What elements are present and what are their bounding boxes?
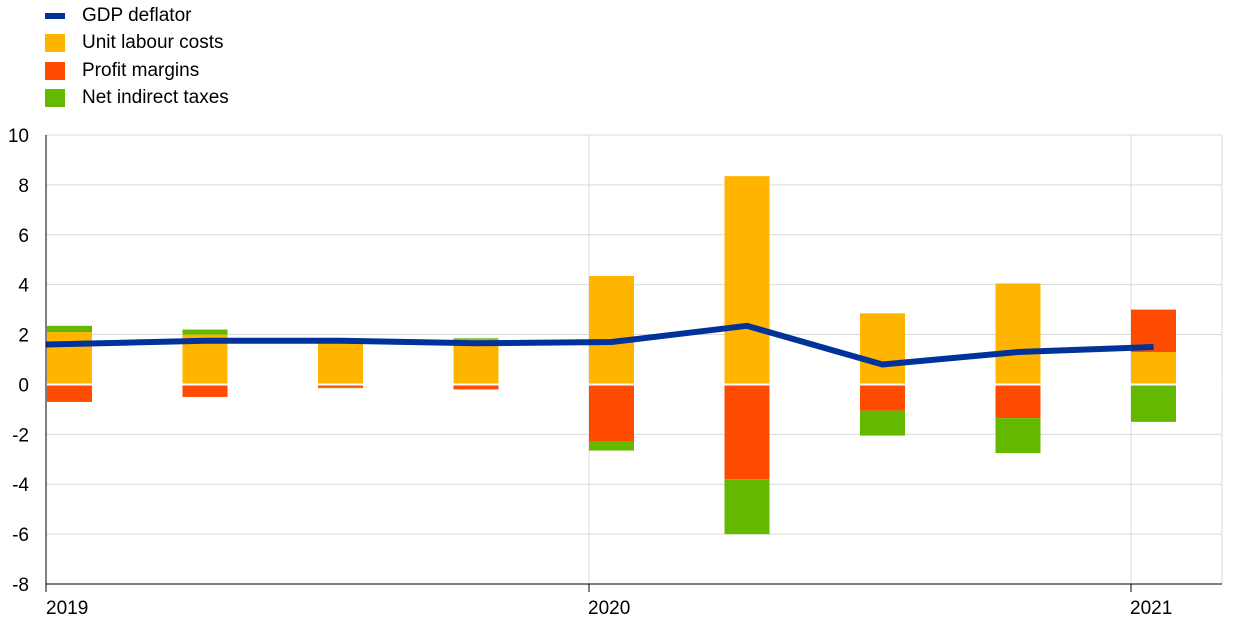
bar-net-indirect-taxes (724, 479, 770, 535)
y-tick-label: -4 (12, 475, 29, 496)
bar-profit-margins (318, 384, 363, 387)
legend-label-profit-margins: Profit margins (82, 59, 200, 81)
bar-series (47, 176, 1176, 535)
bar-unit-labour-costs (47, 332, 92, 385)
y-tick-label: 6 (18, 226, 29, 247)
legend-label-net-indirect-taxes: Net indirect taxes (82, 87, 229, 109)
bar-profit-margins (47, 384, 92, 402)
legend-label-gdp-deflator: GDP deflator (82, 4, 192, 26)
bar-unit-labour-costs (318, 339, 363, 385)
line-series (45, 322, 1154, 368)
y-tick-label: -6 (12, 525, 29, 546)
bar-net-indirect-taxes (995, 418, 1041, 454)
x-tick-labels: 2019 2020 2021 (46, 598, 1172, 619)
legend-label-unit-labour-costs: Unit labour costs (82, 32, 224, 54)
legend-item-unit-labour-costs: Unit labour costs (45, 30, 229, 58)
legend-swatch-net-indirect-taxes (45, 89, 65, 108)
bar-unit-labour-costs (589, 275, 634, 385)
y-tick-labels: 10 8 6 4 2 0 -2 -4 -6 -8 (8, 126, 30, 596)
bar-profit-margins (589, 384, 634, 442)
y-tick-label: -8 (12, 575, 29, 596)
legend-item-profit-margins: Profit margins (45, 57, 229, 85)
bar-profit-margins (860, 384, 905, 411)
y-tick-label: 2 (18, 326, 29, 347)
x-tick-label: 2019 (46, 598, 88, 619)
y-tick-label: 0 (18, 375, 29, 396)
bar-unit-labour-costs (724, 176, 770, 385)
bar-net-indirect-taxes (318, 386, 363, 389)
x-tick-label: 2020 (588, 598, 630, 619)
legend-item-net-indirect-taxes: Net indirect taxes (45, 85, 229, 113)
chart-legend: GDP deflator Unit labour costs Profit ma… (45, 2, 229, 112)
y-tick-label: -2 (12, 425, 29, 446)
bar-profit-margins (995, 384, 1041, 419)
bar-net-indirect-taxes (589, 441, 634, 451)
bar-profit-margins (724, 384, 770, 480)
bar-net-indirect-taxes (860, 410, 905, 436)
legend-swatch-gdp-deflator (45, 12, 65, 19)
x-tick-label: 2021 (1130, 598, 1172, 619)
y-tick-label: 8 (18, 176, 29, 197)
y-tick-label: 4 (18, 276, 29, 297)
bar-net-indirect-taxes (453, 338, 499, 340)
line-gdp-deflator (45, 322, 1154, 368)
bar-net-indirect-taxes (1131, 384, 1176, 422)
y-tick-label: 10 (8, 126, 29, 147)
legend-swatch-profit-margins (45, 61, 65, 80)
bar-profit-margins (453, 384, 499, 390)
bar-unit-labour-costs (995, 283, 1041, 385)
bar-unit-labour-costs (453, 339, 499, 385)
bar-net-indirect-taxes (47, 325, 92, 333)
bar-unit-labour-costs (860, 313, 905, 385)
bar-profit-margins (182, 384, 228, 397)
bar-net-indirect-taxes (182, 329, 228, 335)
legend-item-gdp-deflator: GDP deflator (45, 2, 229, 30)
bar-unit-labour-costs (1131, 352, 1176, 385)
legend-swatch-unit-labour-costs (45, 34, 65, 53)
axes (45, 135, 1222, 592)
